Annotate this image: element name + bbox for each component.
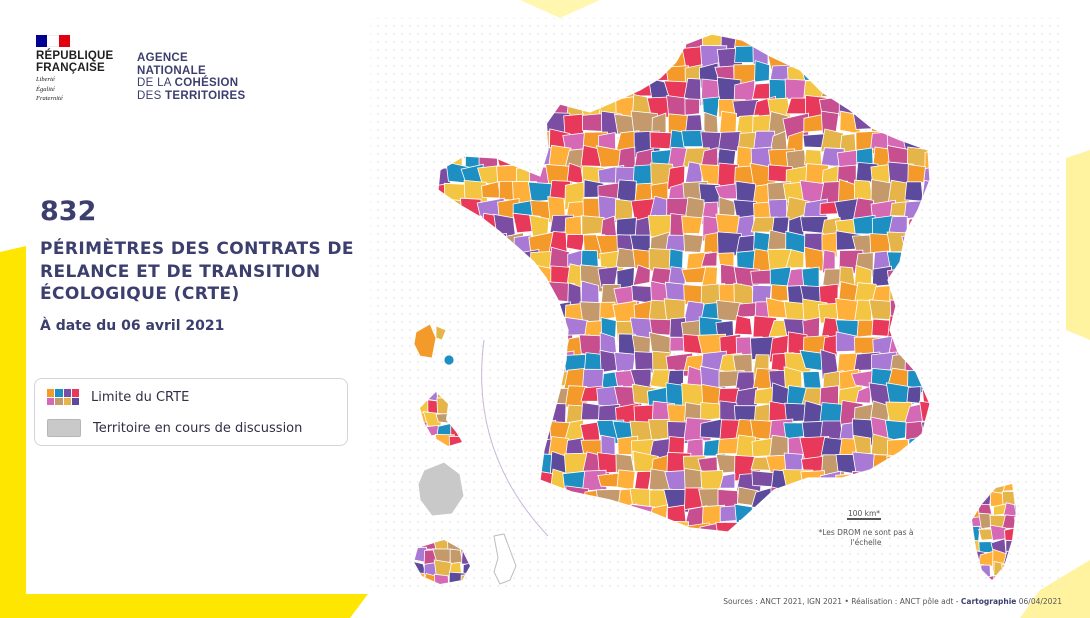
territory-cell: [683, 233, 704, 253]
territory-cell: [681, 215, 703, 235]
page-title: PÉRIMÈTRES DES CONTRATS DE RELANCE ET DE…: [40, 239, 354, 304]
marie-galante: [443, 354, 455, 366]
territory-cell: [853, 179, 874, 201]
territory-cell: [631, 285, 653, 304]
yellow-accent-top: [520, 0, 600, 18]
territory-cell: [852, 434, 872, 454]
sources-label: Sources :: [723, 597, 758, 606]
legend-item-discussion: Territoire en cours de discussion: [47, 419, 302, 437]
agency-line-1: AGENCE: [137, 52, 189, 64]
republique-francaise-logo: RÉPUBLIQUE FRANÇAISE Liberté Égalité Fra…: [36, 35, 113, 103]
territory-cell: [597, 472, 620, 488]
guadeloupe: [413, 323, 437, 359]
scale-label: 100 km*: [847, 509, 881, 518]
sources-value: ANCT 2021, IGN 2021: [760, 597, 843, 606]
guadeloupe-east: [435, 325, 447, 341]
cartographie-label: Cartographie: [960, 597, 1017, 606]
anct-logo: AGENCE NATIONALE DE LA COHÉSION DES TERR…: [137, 52, 245, 102]
map-legend: Limite du CRTE Territoire en cours de di…: [34, 378, 348, 446]
footer-credits: Sources : ANCT 2021, IGN 2021 • Réalisat…: [723, 597, 1062, 606]
territory-cell: [1013, 489, 1016, 508]
french-flag-icon: [36, 35, 70, 47]
multicolor-swatch-icon: [47, 389, 79, 405]
territory-cell: [869, 233, 891, 254]
republic-name-line-1: RÉPUBLIQUE: [36, 50, 114, 62]
territory-cell: [700, 251, 718, 267]
territory-cell: [904, 181, 924, 202]
territory-cell: [989, 524, 1007, 541]
territory-cell: [785, 249, 805, 269]
agency-line-3a: DE LA: [137, 77, 172, 89]
guyane: [417, 461, 465, 517]
scale-note: *Les DROM ne sont pas à l'échelle: [818, 528, 914, 547]
territory-cell: [770, 284, 789, 302]
territory-cell: [684, 98, 701, 116]
territory-cell: [989, 490, 1005, 507]
territory-cell: [852, 214, 876, 235]
territory-cell: [700, 402, 723, 422]
date-label: À date du 06 avril 2021: [40, 318, 225, 334]
agency-line-3b: COHÉSION: [174, 77, 239, 89]
agency-line-4b: TERRITOIRES: [165, 89, 246, 102]
scale-bar: [847, 518, 881, 520]
territory-cell: [582, 197, 601, 219]
legend-item-crte: Limite du CRTE: [47, 389, 189, 405]
territory-cell: [906, 386, 922, 404]
territory-cell: [751, 470, 775, 488]
territory-cell: [1001, 514, 1016, 529]
territory-cell: [884, 419, 907, 441]
cartographie-date: 06/04/2021: [1018, 597, 1062, 606]
territory-cell: [801, 266, 820, 288]
territory-cell: [907, 164, 927, 184]
territory-cell: [870, 131, 890, 150]
territory-cell: [649, 318, 674, 336]
motto-egalite: Égalité: [36, 85, 55, 93]
territory-cell: [734, 45, 756, 63]
agency-line-4a: DES: [137, 89, 162, 102]
territory-cell: [616, 469, 636, 491]
legend-label-discussion: Territoire en cours de discussion: [93, 420, 303, 436]
territory-cell: [855, 385, 872, 404]
motto-fraternite: Fraternité: [36, 95, 63, 102]
territory-cell: [565, 233, 586, 252]
territory-cell: [614, 351, 636, 373]
legend-label-crte: Limite du CRTE: [91, 389, 190, 405]
overseas-separator: [481, 339, 549, 537]
territory-cell: [433, 573, 450, 584]
map-scale: 100 km*: [824, 509, 904, 523]
agency-line-2: NATIONALE: [137, 64, 206, 77]
territory-cell: [632, 264, 651, 286]
territory-cell: [648, 418, 670, 441]
territory-cell: [719, 473, 736, 489]
grey-swatch-icon: [47, 419, 81, 437]
crte-count: 832: [40, 196, 97, 227]
mayotte: [493, 533, 517, 585]
realisation-value: ANCT pôle adt: [899, 597, 954, 606]
territory-cell: [734, 315, 753, 336]
republic-name-line-2: FRANÇAISE: [36, 62, 105, 74]
motto-liberte: Liberté: [36, 76, 55, 83]
yellow-accent-right: [1066, 150, 1090, 340]
realisation-label: Réalisation :: [851, 597, 898, 606]
france-outline: [437, 33, 931, 533]
yellow-accent-bottom-right: [1020, 560, 1090, 618]
territory-cell: [615, 217, 637, 237]
